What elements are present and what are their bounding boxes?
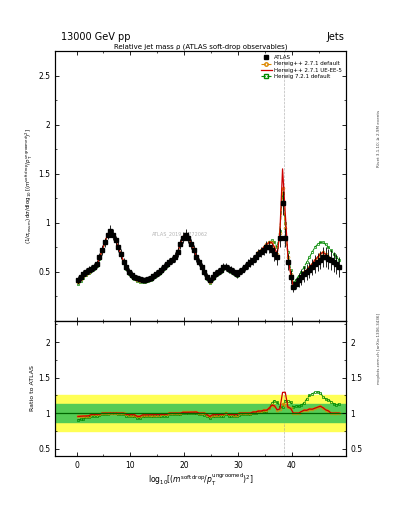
Y-axis label: Ratio to ATLAS: Ratio to ATLAS: [30, 366, 35, 411]
Text: mcplots.cern.ch [arXiv:1306.3436]: mcplots.cern.ch [arXiv:1306.3436]: [377, 313, 381, 383]
Title: Relative jet mass ρ (ATLAS soft-drop observables): Relative jet mass ρ (ATLAS soft-drop obs…: [114, 44, 287, 50]
Text: Rivet 3.1.10; ≥ 2.9M events: Rivet 3.1.10; ≥ 2.9M events: [377, 110, 381, 167]
Text: ATLAS_2019_I1772062: ATLAS_2019_I1772062: [152, 232, 208, 238]
Legend: ATLAS, Herwig++ 2.7.1 default, Herwig++ 2.7.1 UE-EE-5, Herwig 7.2.1 default: ATLAS, Herwig++ 2.7.1 default, Herwig++ …: [260, 54, 343, 80]
X-axis label: $\mathrm{log_{10}[(}m^{\mathrm{soft\,drop}}/p_\mathrm{T}^{\mathrm{ungroomed}})^2: $\mathrm{log_{10}[(}m^{\mathrm{soft\,dro…: [147, 472, 253, 488]
Text: Jets: Jets: [326, 32, 344, 42]
Text: 13000 GeV pp: 13000 GeV pp: [61, 32, 130, 42]
Y-axis label: $(1/\sigma_\mathrm{resum})\,\mathrm{d}\sigma/\mathrm{d}\log_{10}[(m^\mathrm{soft: $(1/\sigma_\mathrm{resum})\,\mathrm{d}\s…: [24, 128, 35, 244]
